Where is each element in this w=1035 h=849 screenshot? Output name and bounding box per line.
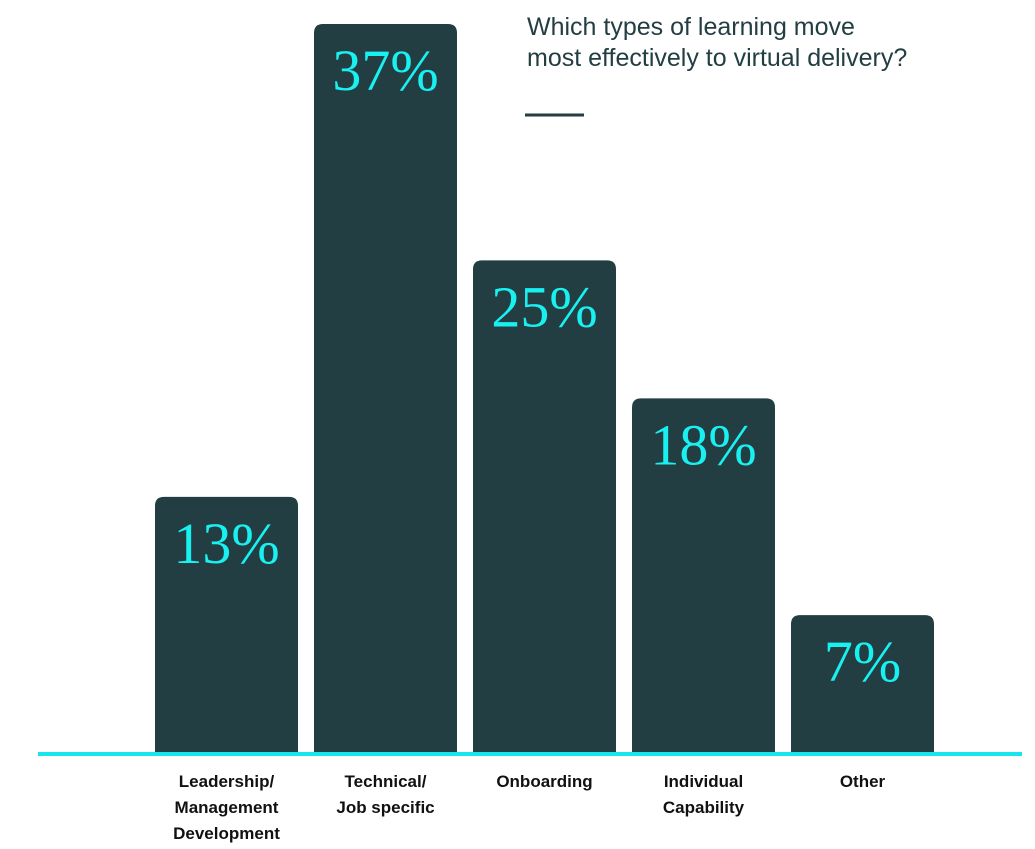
value-label: 7%	[824, 629, 901, 694]
value-label: 37%	[332, 38, 438, 103]
value-label: 18%	[650, 412, 756, 477]
bar	[314, 24, 457, 753]
bar	[155, 496, 298, 753]
chart-title: Which types of learning move most effect…	[527, 13, 908, 72]
bar	[632, 398, 775, 753]
bar	[791, 615, 934, 753]
x-tick-label: Leadership/ Management Development	[173, 772, 280, 843]
x-tick-label: Individual Capability	[662, 772, 745, 817]
value-label: 25%	[491, 274, 597, 339]
x-tick-label: Onboarding	[496, 772, 593, 791]
x-tick-label: Other	[839, 772, 886, 791]
x-tick-label: Technical/ Job specific	[336, 772, 435, 817]
value-label: 13%	[173, 511, 279, 576]
bar	[473, 260, 616, 753]
